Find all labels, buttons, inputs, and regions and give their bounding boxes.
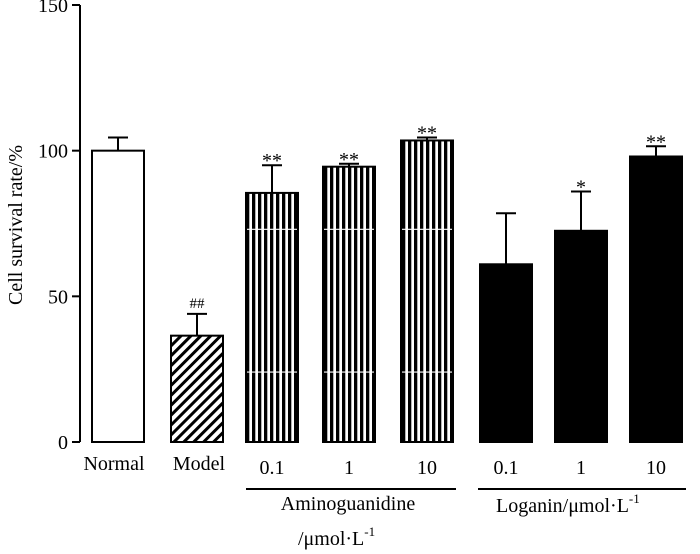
bar-3 (322, 165, 376, 443)
bar-5 (479, 263, 533, 443)
y-axis-label: Cell survival rate/% (5, 145, 27, 305)
group-label-aminoguanidine-line1: Aminoguanidine (281, 493, 416, 515)
category-label-6: 1 (576, 457, 586, 479)
category-label-4: 10 (417, 457, 437, 479)
y-tick-label-100: 100 (38, 141, 68, 163)
significance-label-3: ** (339, 149, 359, 171)
bar-6 (554, 229, 608, 443)
category-label-0: Normal (83, 453, 145, 475)
bar-1 (170, 334, 224, 443)
significance-label-1: ## (190, 296, 206, 312)
significance-label-6: * (576, 176, 586, 198)
significance-label-4: ** (417, 123, 437, 145)
bar-4 (400, 139, 454, 443)
category-label-1: Model (173, 453, 226, 475)
y-tick-label-150: 150 (38, 0, 68, 17)
significance-label-2: ** (262, 150, 282, 172)
bar-2 (245, 191, 299, 443)
category-label-3: 1 (344, 457, 354, 479)
group-label-loganin-unit: Loganin/μmol·L (496, 495, 629, 517)
group-label-loganin: Loganin/μmol·L-1 (496, 491, 640, 517)
significance-label-7: ** (646, 131, 666, 153)
category-label-5: 0.1 (494, 457, 519, 479)
group-label-aminoguanidine-sup: -1 (364, 524, 375, 539)
group-label-aminoguanidine-unit: /μmol·L (298, 528, 364, 550)
category-label-7: 10 (646, 457, 666, 479)
group-label-aminoguanidine-line2: /μmol·L-1 (298, 524, 375, 550)
bar-0 (91, 149, 145, 444)
y-tick-label-0: 0 (58, 432, 68, 454)
group-label-loganin-sup: -1 (629, 491, 640, 506)
bar-7 (629, 155, 683, 443)
category-label-2: 0.1 (260, 457, 285, 479)
y-tick-label-50: 50 (48, 286, 68, 308)
